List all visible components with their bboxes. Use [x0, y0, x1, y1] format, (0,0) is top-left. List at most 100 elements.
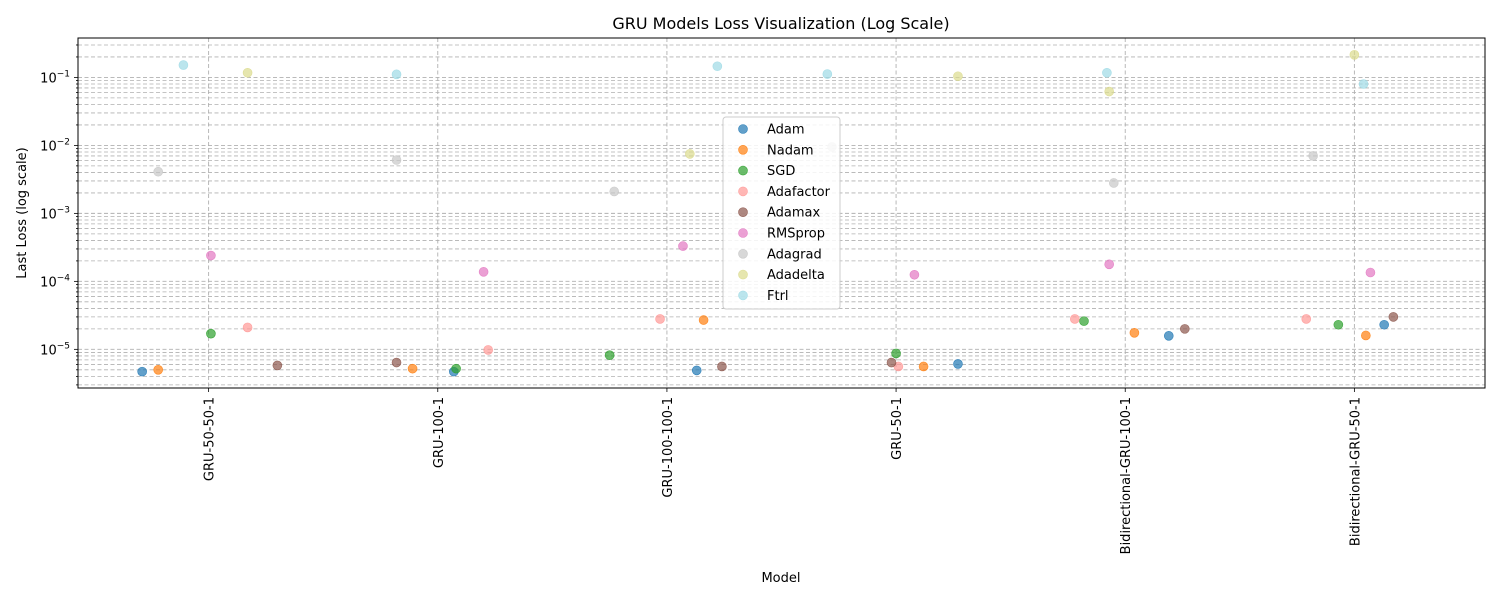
y-tick-label: 10−5: [40, 341, 70, 358]
legend-label: Adadelta: [767, 268, 825, 283]
legend-label: Adagrad: [767, 247, 822, 262]
data-point: [483, 345, 493, 355]
data-point: [717, 361, 727, 372]
data-point: [655, 314, 665, 324]
legend-item: SGD: [738, 164, 795, 179]
legend-marker: [738, 207, 748, 217]
legend-item: Nadam: [738, 143, 814, 158]
legend-label: Adam: [767, 123, 805, 138]
data-point: [891, 348, 901, 359]
data-point: [1070, 314, 1080, 324]
y-tick-label: 10−3: [40, 205, 70, 222]
legend-item: Ftrl: [738, 289, 789, 304]
data-point: [242, 322, 253, 333]
series-adamax: [272, 312, 1399, 372]
series-rmsprop: [206, 241, 1376, 280]
legend-label: Adamax: [767, 206, 821, 221]
data-point: [178, 60, 189, 70]
data-point: [1129, 328, 1140, 338]
data-point: [1333, 319, 1344, 330]
legend-item: RMSprop: [738, 227, 825, 242]
data-point: [1102, 67, 1112, 78]
series-ftrl: [178, 60, 1369, 89]
legend-box: [722, 116, 841, 310]
x-tick-label: GRU-50-1: [890, 397, 905, 460]
data-point: [242, 67, 253, 78]
data-point: [478, 267, 489, 277]
data-point: [691, 365, 702, 376]
legend-item: Adadelta: [738, 268, 825, 283]
data-point: [1358, 79, 1369, 89]
y-axis-label: Last Loss (log scale): [15, 147, 30, 278]
data-point: [1104, 86, 1114, 97]
legend-marker: [738, 290, 748, 301]
data-point: [1301, 314, 1312, 324]
legend-label: Ftrl: [767, 289, 789, 304]
legend-marker: [738, 165, 748, 176]
data-point: [698, 315, 709, 325]
x-tick-label: GRU-50-50-1: [203, 397, 218, 481]
data-point: [1379, 319, 1389, 330]
data-point: [451, 363, 461, 374]
legend-marker: [738, 249, 748, 259]
data-point: [685, 149, 695, 159]
data-point: [678, 241, 688, 251]
legend-label: SGD: [767, 164, 795, 179]
y-tick-label: 10−4: [40, 273, 70, 290]
series-adafactor: [242, 314, 1312, 372]
legend-item: Adafactor: [738, 185, 831, 200]
data-point: [391, 69, 402, 80]
data-point: [391, 155, 402, 165]
data-point: [953, 71, 963, 82]
data-point: [153, 365, 164, 375]
data-point: [206, 328, 216, 339]
data-point: [391, 357, 402, 368]
data-point: [1308, 151, 1318, 161]
data-point: [604, 350, 615, 361]
chart-title: GRU Models Loss Visualization (Log Scale…: [612, 14, 949, 33]
series-nadam: [153, 315, 1371, 375]
data-point: [272, 360, 283, 371]
data-point: [1108, 178, 1119, 188]
data-point: [1180, 324, 1190, 334]
legend-label: RMSprop: [767, 227, 825, 242]
x-tick-label: GRU-100-100-1: [661, 397, 676, 498]
data-point: [1104, 259, 1114, 270]
data-point: [1163, 331, 1174, 341]
legend-item: Adamax: [738, 206, 821, 221]
data-point: [918, 361, 929, 372]
x-tick-label: Bidirectional-GRU-50-1: [1348, 397, 1363, 546]
data-point: [953, 359, 963, 369]
data-point: [1079, 316, 1089, 326]
legend-label: Nadam: [767, 143, 814, 158]
y-tick-label: 10−1: [40, 69, 70, 86]
data-point: [609, 186, 620, 197]
axis-layer: GRU-50-50-1 GRU-100-1 GRU-100-100-1 GRU-50-…: [40, 44, 1363, 554]
legend-marker: [738, 186, 748, 197]
y-tick-label: 10−2: [40, 137, 70, 154]
legend-label: Adafactor: [767, 185, 831, 200]
legend-marker: [738, 228, 748, 238]
data-point: [206, 250, 216, 261]
legend-marker: [738, 145, 748, 155]
x-axis-label: Model: [761, 571, 800, 586]
data-point: [822, 69, 833, 79]
data-point: [153, 166, 164, 177]
data-point: [137, 366, 147, 377]
data-point: [1388, 312, 1399, 322]
legend-item: Adagrad: [738, 247, 822, 262]
series-adagrad: [153, 142, 1318, 197]
legend: Adam Nadam SGD Adafactor Adamax RMSprop Adagra…: [722, 116, 841, 310]
data-point: [712, 61, 723, 72]
series-sgd: [206, 316, 1344, 374]
series-adadelta: [242, 50, 1360, 159]
x-tick-label: Bidirectional-GRU-100-1: [1119, 397, 1134, 554]
data-point: [1365, 267, 1376, 278]
legend-marker: [738, 269, 748, 280]
data-point: [1361, 330, 1371, 341]
points-layer: [137, 50, 1399, 377]
data-point: [886, 357, 897, 368]
legend-marker: [738, 124, 748, 134]
